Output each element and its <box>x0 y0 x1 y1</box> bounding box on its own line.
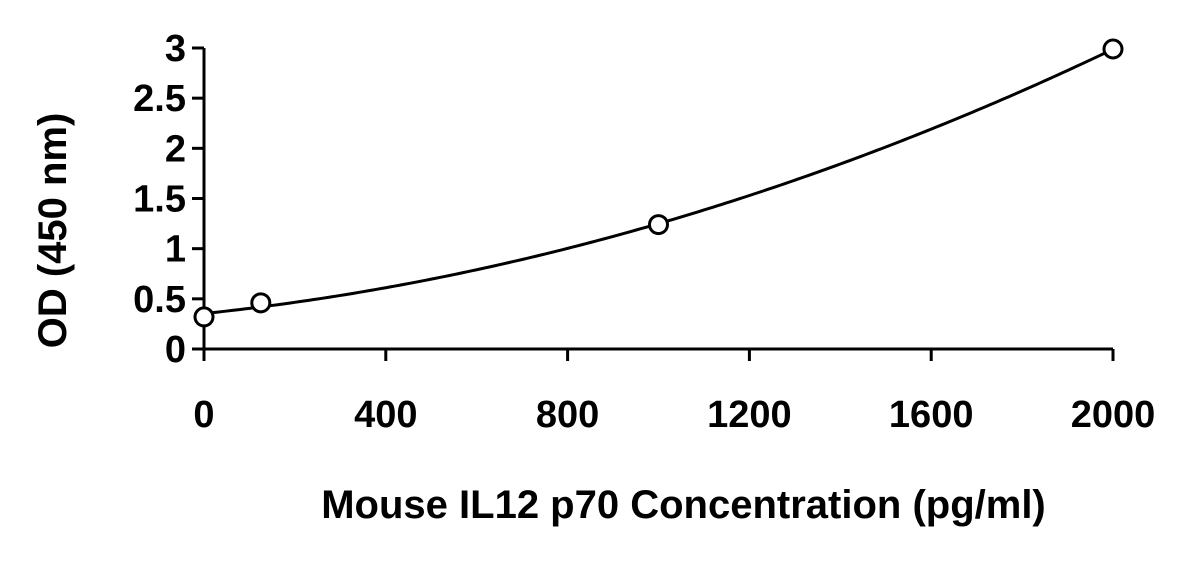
x-tick-label: 1600 <box>889 394 974 436</box>
y-tick-label: 0 <box>165 329 186 371</box>
y-axis-ticks: 0 0.5 1 1.5 2 2.5 3 <box>133 28 204 371</box>
x-tick-label: 400 <box>354 394 417 436</box>
x-axis-ticks: 0 400 800 1200 1600 2000 <box>193 349 1155 436</box>
fit-curve-line <box>203 47 1114 316</box>
x-tick-label: 800 <box>536 394 599 436</box>
x-tick-label: 1200 <box>707 394 792 436</box>
y-tick-label: 0.5 <box>133 279 186 321</box>
x-tick-label: 0 <box>193 394 214 436</box>
data-points <box>193 38 1124 328</box>
y-tick-label: 2 <box>165 128 186 170</box>
axes <box>202 48 1113 351</box>
y-tick-label: 1.5 <box>133 179 186 221</box>
y-tick-label: 2.5 <box>133 78 186 120</box>
y-tick-label: 3 <box>165 28 186 70</box>
data-point <box>1102 38 1124 60</box>
data-point <box>648 214 669 236</box>
x-axis-title: Mouse IL12 p70 Concentration (pg/ml) <box>321 483 1046 527</box>
y-axis-title: OD (450 nm) <box>31 113 75 349</box>
data-point <box>193 306 215 328</box>
y-tick-label: 1 <box>165 229 186 271</box>
x-tick-label: 2000 <box>1071 394 1156 436</box>
data-point <box>250 292 272 314</box>
